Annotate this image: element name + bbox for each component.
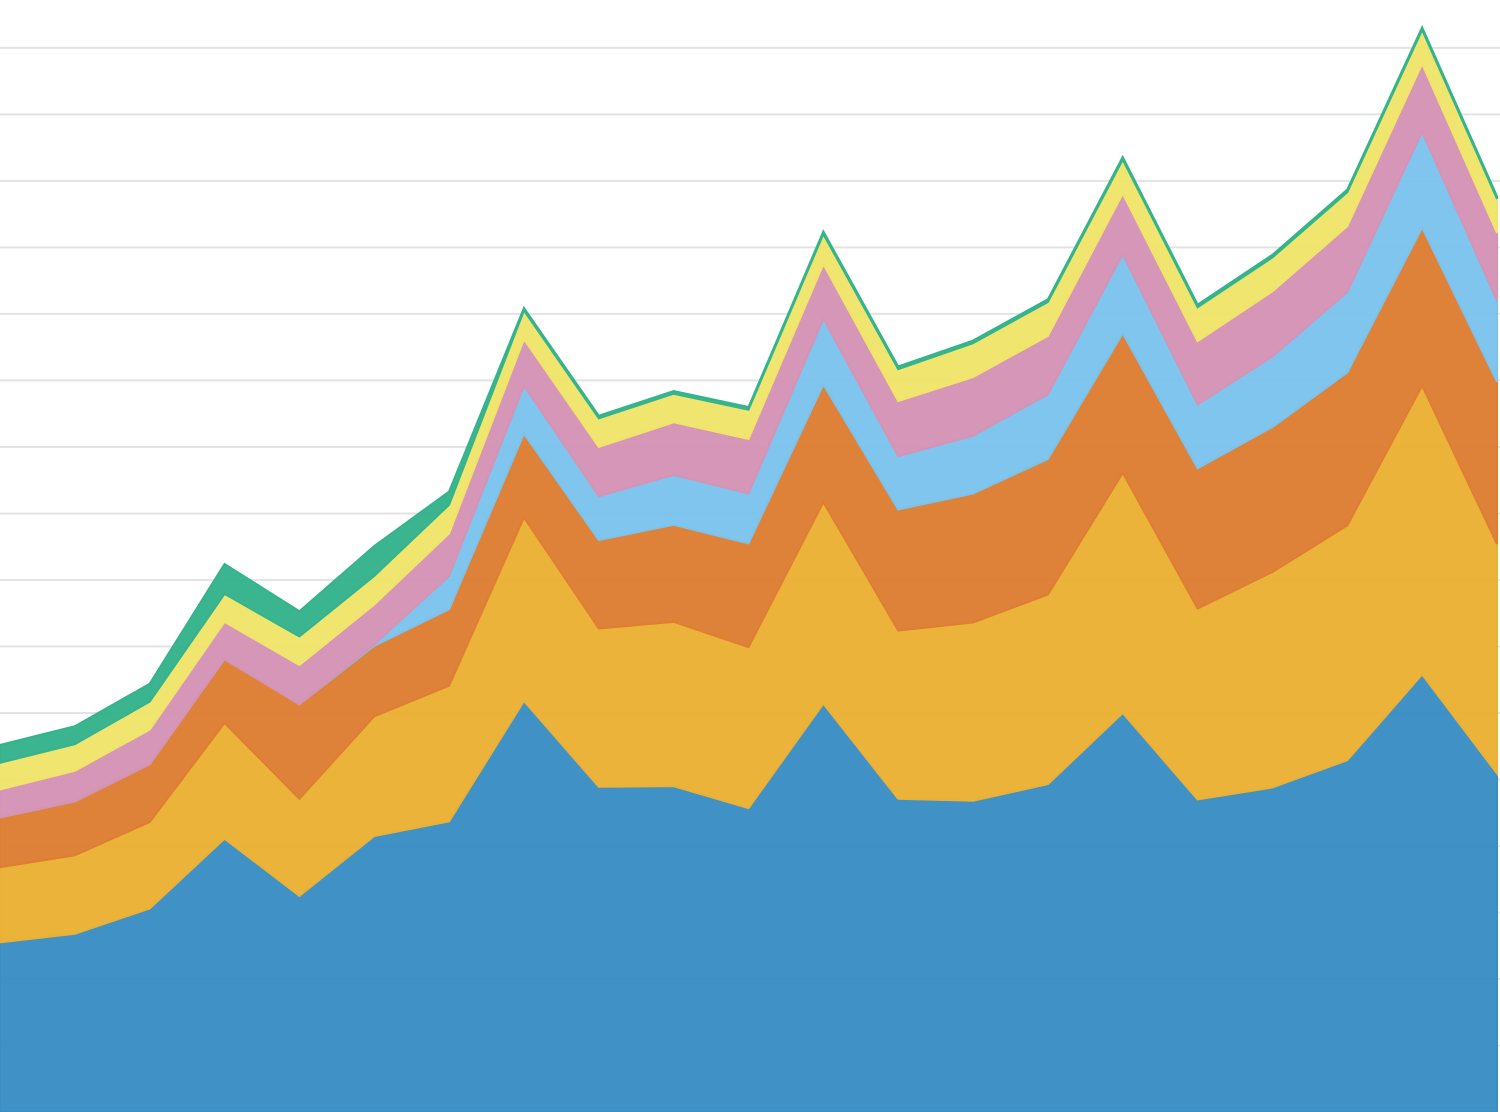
area-series-group — [0, 24, 1498, 1112]
area-series-7 — [0, 24, 1498, 764]
